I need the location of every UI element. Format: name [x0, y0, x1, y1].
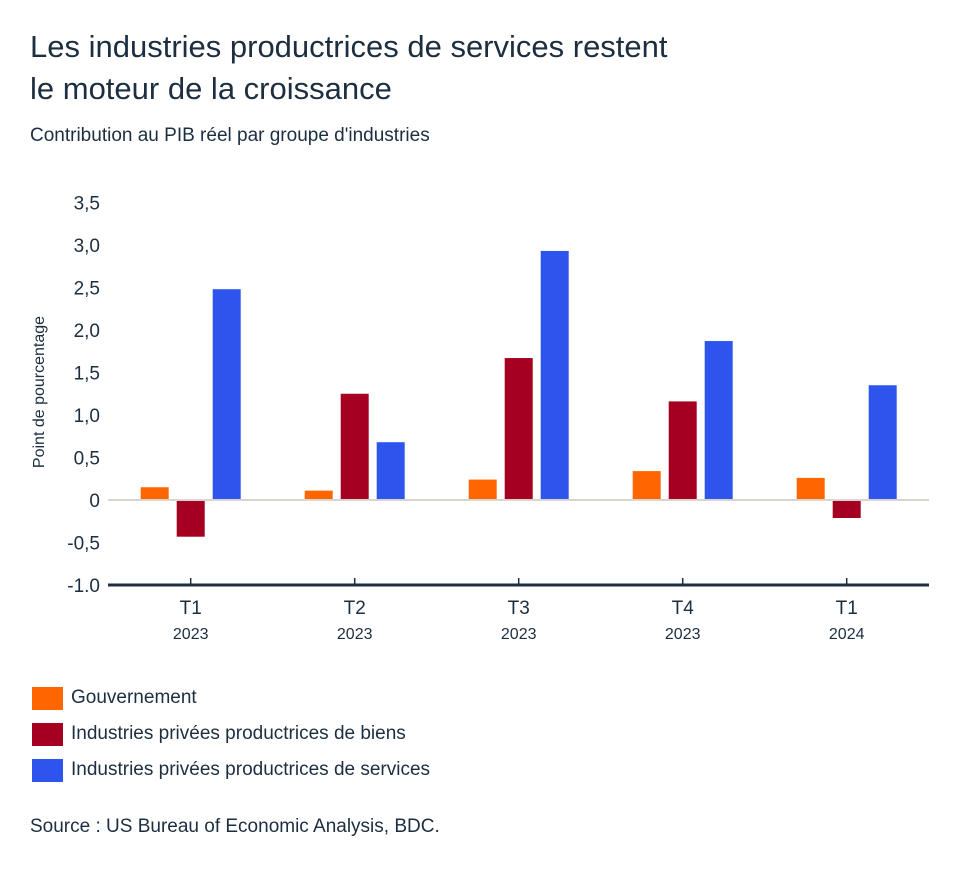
y-tick-label: 2,0	[74, 321, 100, 342]
x-tick-label-year: 2023	[501, 626, 537, 643]
bar-chart: 3,5 3,0 2,5 2,0 1,5 1,0 0,5 0 -0,5 -1.0 Point de …	[31, 194, 929, 643]
y-tick-label: -0,5	[67, 534, 100, 555]
bar-services-3	[704, 341, 733, 499]
bar-biens-2	[504, 358, 533, 499]
x-tick-label-quarter: T1	[180, 598, 202, 619]
chart-title-line-1: Les industries productrices de services …	[30, 29, 668, 64]
legend-label-services: Industries privées productrices de servi…	[71, 759, 431, 780]
bar-gouvernement-2	[468, 479, 497, 499]
x-tick-label-year: 2024	[829, 626, 865, 643]
legend-item-biens: Industries privées productrices de biens	[32, 722, 430, 746]
y-tick-label: 0	[89, 491, 100, 512]
bars	[140, 250, 897, 537]
x-tick-label-quarter: T3	[508, 598, 530, 619]
x-axis-ticks: T1 2023 T2 2023 T3 2023 T4 2023 T1 2024	[173, 578, 865, 643]
bar-biens-3	[668, 401, 697, 499]
y-tick-label: -1.0	[67, 576, 100, 597]
bar-services-0	[212, 289, 241, 499]
y-tick-label: 3,0	[74, 236, 100, 257]
x-tick-label-quarter: T4	[672, 598, 695, 619]
legend: Gouvernement Industries privées productr…	[32, 686, 430, 794]
chart-title: Les industries productrices de services …	[30, 26, 930, 110]
y-tick-label: 3,5	[74, 194, 100, 215]
x-tick-label-quarter: T2	[344, 598, 366, 619]
bar-gouvernement-1	[304, 490, 333, 499]
chart-title-line-2: le moteur de la croissance	[30, 71, 392, 106]
bar-gouvernement-0	[140, 487, 169, 499]
x-tick-label-quarter: T1	[836, 598, 858, 619]
bar-services-2	[540, 250, 569, 499]
bar-biens-0	[176, 501, 205, 537]
y-axis-label: Point de pourcentage	[31, 316, 48, 468]
y-tick-label: 0,5	[74, 449, 100, 470]
x-tick-label-year: 2023	[173, 626, 209, 643]
source-note: Source : US Bureau of Economic Analysis,…	[30, 816, 440, 837]
legend-swatch-gouvernement	[32, 686, 63, 710]
bar-services-4	[868, 385, 897, 499]
legend-item-services: Industries privées productrices de servi…	[32, 758, 430, 782]
legend-swatch-biens	[32, 722, 63, 746]
bar-biens-1	[340, 393, 369, 499]
legend-item-gouvernement: Gouvernement	[32, 686, 430, 710]
chart-subtitle: Contribution au PIB réel par groupe d'in…	[30, 125, 430, 146]
legend-swatch-services	[32, 758, 63, 782]
x-tick-label-year: 2023	[665, 626, 701, 643]
legend-label-gouvernement: Gouvernement	[71, 687, 197, 708]
bar-gouvernement-4	[796, 477, 825, 499]
bar-services-1	[376, 442, 405, 499]
legend-label-biens: Industries privées productrices de biens	[71, 723, 406, 744]
bar-biens-4	[832, 501, 861, 518]
y-tick-label: 1,5	[74, 364, 100, 385]
x-tick-label-year: 2023	[337, 626, 373, 643]
y-tick-label: 2,5	[74, 279, 100, 300]
bar-gouvernement-3	[632, 471, 661, 499]
y-tick-label: 1,0	[74, 406, 100, 427]
y-axis-ticks: 3,5 3,0 2,5 2,0 1,5 1,0 0,5 0 -0,5 -1.0	[67, 194, 100, 598]
